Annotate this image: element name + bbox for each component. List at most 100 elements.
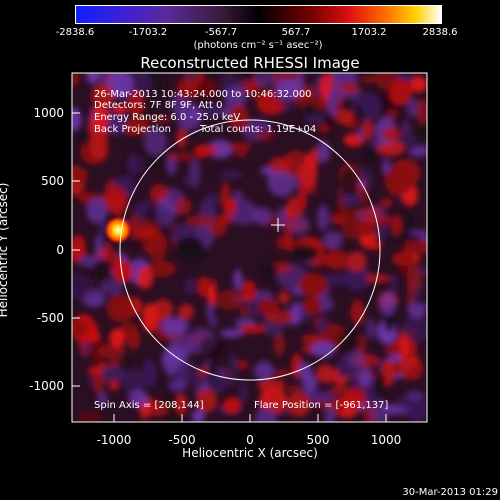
image-texture-blob	[175, 394, 187, 414]
info-flare-position: Flare Position = [-961,137]	[254, 400, 389, 411]
image-texture-blob	[406, 98, 421, 118]
image-texture-blob	[224, 198, 237, 215]
image-texture-blob	[336, 329, 362, 354]
y-axis-label: Heliocentric Y (arcsec)	[0, 182, 10, 318]
image-texture-blob	[222, 397, 241, 414]
image-texture-blob	[342, 264, 373, 291]
image-texture-blob	[388, 78, 412, 106]
image-texture-blob	[175, 236, 206, 261]
y-tick-label: -1000	[29, 379, 64, 393]
image-texture-blob	[252, 73, 277, 88]
image-texture-blob	[337, 355, 350, 379]
image-texture-blob	[386, 108, 399, 120]
image-texture-blob	[97, 392, 108, 406]
image-texture-blob	[301, 104, 316, 116]
image-texture-blob	[206, 192, 218, 209]
image-texture-blob	[270, 391, 280, 413]
info-energy: Energy Range: 6.0 - 25.0 keV	[94, 112, 241, 123]
image-texture-blob	[370, 139, 382, 149]
colorbar-tick: -2838.6	[55, 27, 95, 38]
image-texture-blob	[108, 379, 119, 391]
image-texture-blob	[207, 139, 234, 159]
image-texture-blob	[347, 251, 367, 272]
image-texture-blob	[404, 239, 427, 255]
image-texture-blob	[361, 119, 374, 140]
image-texture-blob	[86, 197, 108, 224]
image-texture-blob	[288, 244, 319, 261]
image-texture-blob	[89, 130, 108, 160]
image-texture-blob	[177, 303, 194, 321]
image-texture-blob	[145, 155, 173, 166]
image-texture-blob	[95, 73, 124, 87]
image-texture-blob	[306, 180, 317, 195]
image-texture-blob	[121, 368, 146, 395]
image-texture-blob	[303, 112, 325, 125]
image-texture-blob	[327, 89, 338, 118]
image-texture-blob	[325, 251, 354, 270]
image-texture-blob	[274, 78, 304, 100]
image-texture-blob	[323, 231, 343, 249]
image-texture-blob	[381, 359, 396, 387]
image-texture-blob	[174, 197, 192, 216]
image-texture-blob	[255, 129, 276, 143]
image-texture-blob	[316, 141, 331, 163]
image-texture-blob	[128, 236, 151, 248]
image-texture-blob	[101, 366, 126, 383]
image-texture-blob	[176, 128, 187, 148]
x-tick-label: -1000	[96, 433, 132, 447]
image-texture-blob	[409, 76, 427, 93]
image-texture-blob	[389, 274, 398, 297]
image-texture-blob	[72, 320, 89, 337]
image-texture-blob	[160, 317, 187, 336]
y-tick-label: 1000	[33, 106, 64, 120]
image-texture-blob	[338, 82, 360, 94]
y-tick-label: 500	[41, 174, 64, 188]
image-texture-blob	[232, 190, 244, 203]
image-texture-blob	[185, 215, 213, 227]
image-texture-blob	[81, 344, 93, 353]
plot-title: Reconstructed RHESSI Image	[140, 54, 360, 72]
image-texture-blob	[150, 115, 173, 124]
image-texture-blob	[206, 301, 215, 320]
image-texture-blob	[408, 145, 427, 158]
image-texture-blob	[233, 269, 243, 291]
image-texture-blob	[350, 299, 365, 325]
image-texture-blob	[254, 407, 277, 422]
image-texture-blob	[298, 182, 308, 212]
image-texture-blob	[234, 144, 248, 158]
image-texture-blob	[252, 207, 273, 226]
image-texture-blob	[359, 366, 372, 387]
image-texture-blob	[184, 276, 197, 296]
image-texture-blob	[127, 117, 139, 129]
image-texture-blob	[142, 303, 159, 333]
image-texture-blob	[239, 380, 249, 405]
image-texture-blob	[339, 168, 359, 197]
image-texture-blob	[229, 104, 249, 131]
image-texture-blob	[310, 341, 336, 358]
image-texture-blob	[278, 290, 290, 304]
flare-source	[104, 216, 132, 244]
image-texture-blob	[72, 235, 86, 263]
colorbar-tick: -567.7	[204, 27, 238, 38]
image-texture-blob	[344, 387, 366, 410]
colorbar-tick: 2838.6	[422, 27, 458, 38]
image-texture-blob	[413, 119, 427, 144]
image-texture-blob	[406, 264, 423, 291]
image-texture-blob	[90, 338, 109, 365]
image-texture-blob	[72, 273, 94, 300]
image-texture-blob	[220, 106, 233, 118]
image-texture-blob	[94, 234, 104, 256]
image-texture-blob	[383, 344, 402, 356]
image-texture-blob	[334, 108, 353, 125]
image-texture-blob	[82, 128, 92, 147]
image-texture-blob	[72, 167, 89, 183]
image-texture-blob	[209, 216, 227, 237]
image-texture-blob	[191, 409, 205, 422]
image-texture-blob	[284, 224, 293, 252]
image-texture-blob	[182, 176, 194, 187]
image-texture-blob	[400, 317, 427, 342]
image-texture-blob	[378, 292, 397, 316]
image-texture-blob	[396, 395, 409, 411]
image-texture-blob	[143, 401, 168, 417]
image-texture-blob	[148, 231, 168, 261]
